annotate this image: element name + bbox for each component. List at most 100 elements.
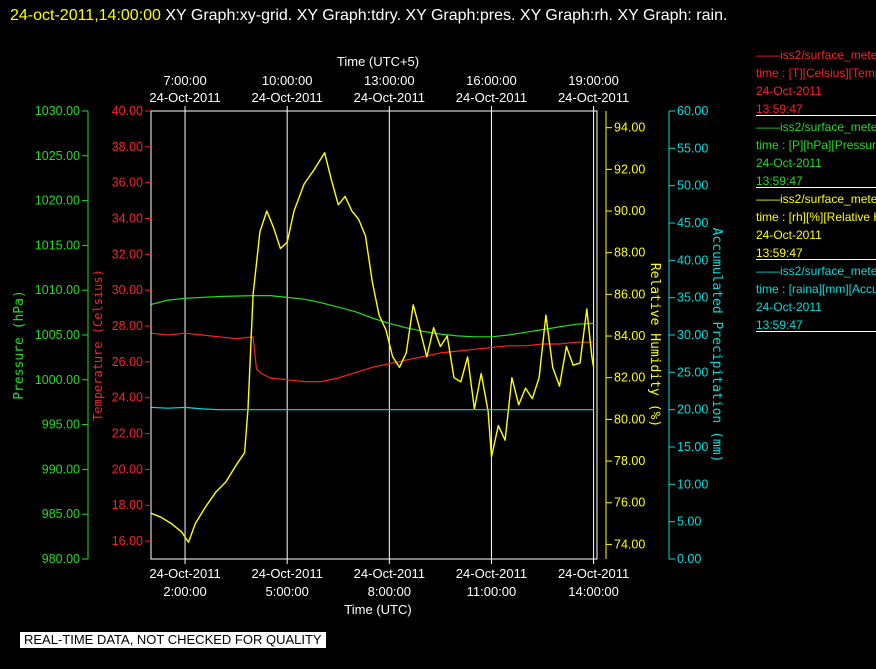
data-series	[150, 151, 595, 543]
humidity-tick-label: 74.00	[614, 537, 645, 551]
humidity-tick-label: 90.00	[614, 204, 645, 218]
legend-entry: ——iss2/surface_meteorologytime : [P][hPa…	[756, 118, 876, 188]
precip-tick-label: 15.00	[677, 440, 708, 454]
humidity-tick-label: 86.00	[614, 287, 645, 301]
pressure-tick-label: 1020.00	[35, 194, 80, 208]
x-top-tick-time: 10:00:00	[262, 73, 313, 88]
temperature-axis-label: Temperature (Celsius)	[91, 269, 105, 421]
legend-entry: ——iss2/surface_meteorologytime : [T][Cel…	[756, 46, 876, 116]
x-top-tick-date: 24-Oct-2011	[149, 90, 220, 105]
graph-title: 24-oct-2011,14:00:00 XY Graph:xy-grid. X…	[10, 2, 870, 30]
precip-tick-label: 40.00	[677, 253, 708, 267]
legend-entry: ——iss2/surface_meteorologytime : [rh][%]…	[756, 190, 876, 260]
legend-source: ——iss2/surface_meteorology	[756, 264, 876, 278]
humidity-tick-label: 94.00	[614, 121, 645, 135]
legend-units: time : [raina][mm][Accumulated Precipita…	[756, 282, 876, 296]
x-top-tick-date: 24-Oct-2011	[456, 90, 527, 105]
pressure-tick-label: 1000.00	[35, 373, 80, 387]
humidity-tick-label: 80.00	[614, 412, 645, 426]
graph-timestamp: 24-oct-2011,14:00:00	[10, 7, 161, 24]
legend-time: 13:59:47	[756, 318, 803, 332]
legend-time: 13:59:47	[756, 174, 803, 188]
legend-time: 13:59:47	[756, 102, 803, 116]
pressure-tick-label: 985.00	[42, 507, 80, 521]
humidity-tick-label: 78.00	[614, 454, 645, 468]
axes	[82, 106, 675, 564]
x-top-axis-label: Time (UTC+5)	[337, 54, 419, 69]
temperature-series-line	[150, 332, 594, 383]
legend-date: 24-Oct-2011	[756, 84, 822, 98]
pressure-tick-label: 1005.00	[35, 328, 80, 342]
precip-tick-label: 45.00	[677, 216, 708, 230]
temperature-tick-label: 20.00	[112, 462, 143, 476]
legend-source: ——iss2/surface_meteorology	[756, 192, 876, 206]
precip-tick-label: 20.00	[677, 403, 708, 417]
pressure-tick-label: 1025.00	[35, 149, 80, 163]
pressure-tick-label: 980.00	[42, 552, 80, 566]
temperature-tick-label: 38.00	[112, 140, 143, 154]
temperature-tick-label: 26.00	[112, 355, 143, 369]
precip-tick-label: 5.00	[677, 515, 701, 529]
precip-tick-label: 25.00	[677, 365, 708, 379]
temperature-tick-label: 34.00	[112, 212, 143, 226]
x-tick-date: 24-Oct-2011	[354, 566, 425, 581]
precip-tick-label: 50.00	[677, 179, 708, 193]
humidity-tick-label: 82.00	[614, 371, 645, 385]
temperature-tick-label: 22.00	[112, 427, 143, 441]
precip-tick-label: 55.00	[677, 141, 708, 155]
legend-entry: ——iss2/surface_meteorologytime : [raina]…	[756, 262, 876, 332]
grid-lines	[184, 111, 595, 559]
legend-time: 13:59:47	[756, 246, 803, 260]
humidity-tick-label: 92.00	[614, 162, 645, 176]
humidity-tick-label: 88.00	[614, 246, 645, 260]
temperature-tick-label: 18.00	[112, 498, 143, 512]
x-tick-time: 8:00:00	[368, 584, 411, 599]
temperature-tick-label: 28.00	[112, 319, 143, 333]
x-top-tick-time: 19:00:00	[568, 73, 619, 88]
temperature-tick-label: 30.00	[112, 283, 143, 297]
plot-frame	[150, 110, 598, 560]
temperature-tick-label: 32.00	[112, 247, 143, 261]
precip-tick-label: 60.00	[677, 104, 708, 118]
x-top-tick-date: 24-Oct-2011	[558, 90, 629, 105]
x-top-tick-time: 16:00:00	[466, 73, 517, 88]
pressure-tick-label: 990.00	[42, 462, 80, 476]
legend-date: 24-Oct-2011	[756, 300, 822, 314]
precip-tick-label: 0.00	[677, 552, 701, 566]
x-tick-time: 5:00:00	[265, 584, 308, 599]
x-tick-date: 24-Oct-2011	[252, 566, 323, 581]
precip-axis-label: Accumulated Precipitation (mm)	[709, 228, 724, 463]
x-top-tick-time: 7:00:00	[163, 73, 206, 88]
pressure-axis-label: Pressure (hPa)	[12, 290, 27, 400]
x-tick-time: 14:00:00	[568, 584, 619, 599]
precip-tick-label: 10.00	[677, 477, 708, 491]
x-tick-time: 11:00:00	[467, 584, 517, 599]
x-top-tick-date: 24-Oct-2011	[252, 90, 323, 105]
x-top-tick-time: 13:00:00	[364, 73, 415, 88]
axis-labels: 24-Oct-2011 2:00:00 24-Oct-2011 5:00:00 24-O…	[12, 54, 724, 617]
temperature-tick-label: 36.00	[112, 176, 143, 190]
quality-disclaimer: REAL-TIME DATA, NOT CHECKED FOR QUALITY	[20, 632, 326, 648]
x-tick-date: 24-Oct-2011	[558, 566, 629, 581]
pressure-tick-label: 1010.00	[35, 283, 80, 297]
graph-title-text: XY Graph:xy-grid. XY Graph:tdry. XY Grap…	[160, 7, 728, 24]
precip-series-line	[150, 406, 594, 411]
legend-source: ——iss2/surface_meteorology	[756, 120, 876, 134]
humidity-axis-label: Relative Humidity (%)	[647, 263, 662, 427]
precip-tick-label: 30.00	[677, 328, 708, 342]
pressure-tick-label: 995.00	[42, 418, 80, 432]
temperature-tick-label: 16.00	[112, 534, 143, 548]
pressure-tick-label: 1015.00	[35, 238, 80, 252]
x-tick-date: 24-Oct-2011	[149, 566, 220, 581]
legend-date: 24-Oct-2011	[756, 156, 822, 170]
legend-units: time : [T][Celsius][Temperature]	[756, 66, 876, 80]
x-top-tick-date: 24-Oct-2011	[354, 90, 425, 105]
x-tick-date: 24-Oct-2011	[456, 566, 527, 581]
temperature-tick-label: 24.00	[112, 391, 143, 405]
pressure-series-line	[150, 295, 594, 338]
pressure-tick-label: 1030.00	[35, 104, 80, 118]
humidity-tick-label: 76.00	[614, 496, 645, 510]
legend-units: time : [P][hPa][Pressure]	[756, 138, 876, 152]
legend-source: ——iss2/surface_meteorology	[756, 48, 876, 62]
